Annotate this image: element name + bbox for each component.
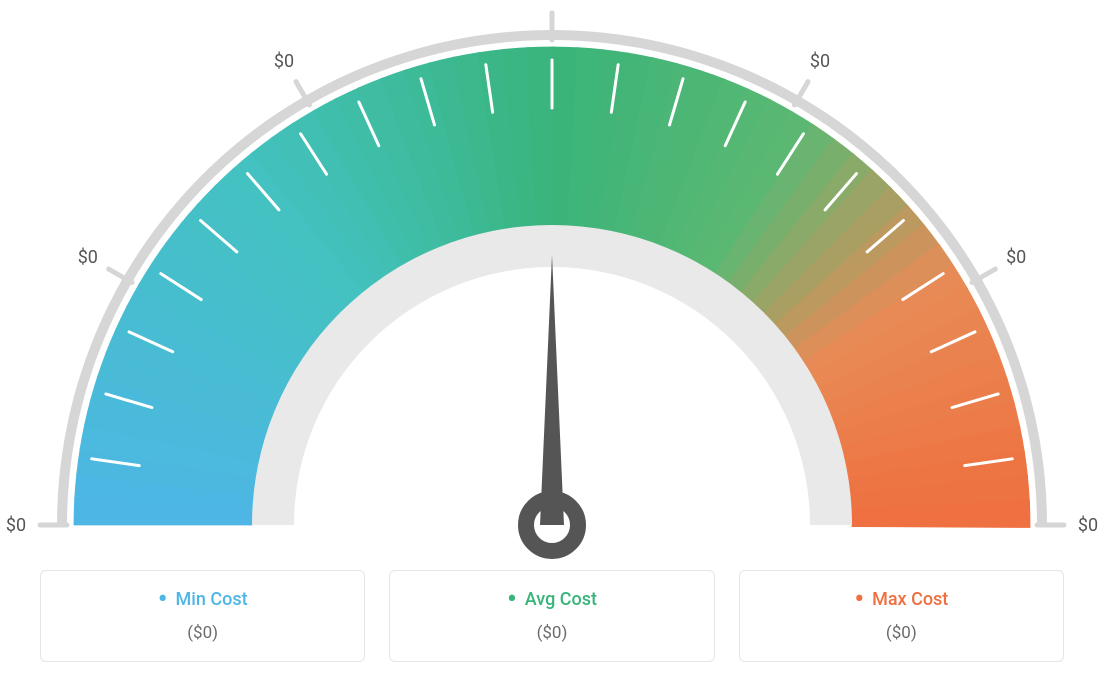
legend-card-avg: Avg Cost ($0) [389, 570, 714, 662]
legend-value-min: ($0) [65, 623, 340, 643]
legend-row: Min Cost ($0) Avg Cost ($0) Max Cost ($0… [0, 570, 1104, 662]
gauge-tick-label: $0 [810, 51, 830, 72]
gauge-tick-label: $0 [78, 247, 98, 268]
cost-gauge: $0$0$0$0$0$0$0 [0, 0, 1104, 560]
legend-card-max: Max Cost ($0) [739, 570, 1064, 662]
gauge-needle [540, 255, 564, 525]
legend-value-avg: ($0) [414, 623, 689, 643]
legend-label-avg: Avg Cost [507, 589, 597, 610]
gauge-svg: $0$0$0$0$0$0$0 [0, 0, 1104, 560]
gauge-tick-label: $0 [274, 51, 294, 72]
gauge-tick-label: $0 [1078, 515, 1098, 536]
legend-card-min: Min Cost ($0) [40, 570, 365, 662]
legend-label-min: Min Cost [158, 589, 248, 610]
gauge-tick-label: $0 [1006, 247, 1026, 268]
gauge-tick-label: $0 [6, 515, 26, 536]
legend-label-max: Max Cost [854, 589, 948, 610]
legend-value-max: ($0) [764, 623, 1039, 643]
